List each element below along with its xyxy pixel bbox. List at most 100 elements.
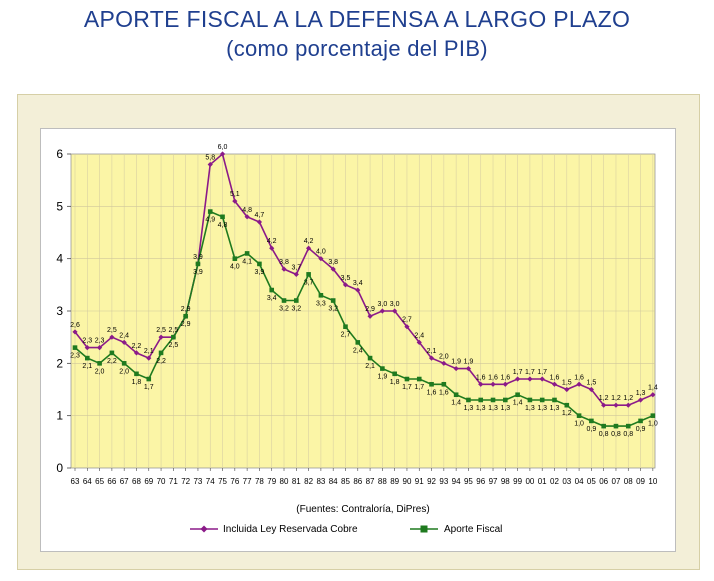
legend-marker-square-icon: [420, 525, 428, 533]
data-label: 1,6: [439, 389, 449, 396]
x-tick-label: 08: [624, 477, 633, 486]
data-point-square: [244, 251, 250, 256]
data-point-diamond: [207, 161, 213, 168]
x-tick-label: 05: [587, 477, 596, 486]
chart-subtitle: (como porcentaje del PIB): [226, 36, 488, 61]
data-point-square: [638, 418, 643, 424]
data-label: 3,2: [279, 306, 289, 313]
x-tick-label: 89: [390, 477, 399, 486]
data-label: 6,0: [218, 144, 228, 151]
data-label: 1,7: [402, 384, 412, 391]
data-label: 1,2: [562, 410, 572, 417]
x-tick-label: 69: [144, 477, 153, 486]
data-point-diamond: [109, 334, 115, 340]
data-point-diamond: [318, 256, 324, 262]
data-point-diamond: [515, 376, 521, 382]
x-tick-label: 04: [575, 477, 584, 486]
data-label: 3,9: [193, 269, 203, 276]
x-tick-label: 78: [255, 477, 264, 486]
data-point-square: [625, 423, 631, 429]
data-label: 3,7: [304, 279, 314, 286]
y-tick-label: 5: [56, 199, 63, 213]
x-tick-label: 72: [181, 477, 190, 486]
data-point-diamond: [133, 350, 140, 356]
data-point-square: [380, 366, 385, 371]
data-point-diamond: [392, 308, 398, 314]
data-point-diamond: [342, 282, 349, 288]
x-tick-label: 88: [378, 477, 387, 486]
x-tick-label: 63: [71, 477, 80, 486]
data-label: 1,6: [500, 374, 510, 381]
data-labels: 2,62,3 2,32,52,42,22,12,5 2,52,93,95,86,05…: [70, 144, 658, 438]
chart-title: APORTE FISCAL A LA DEFENSA A LARGO PLAZO: [83, 6, 631, 32]
data-point-diamond: [613, 402, 619, 408]
x-tick-label: 99: [513, 477, 522, 486]
x-tick-label: 90: [403, 477, 412, 486]
data-label: 5,8: [205, 154, 215, 161]
data-label: 4,2: [267, 238, 277, 245]
data-point-diamond: [379, 308, 385, 314]
data-label: 2,0: [95, 368, 105, 375]
data-label: 2,5: [168, 342, 178, 349]
legend-label-aporte-fiscal: Aporte Fiscal: [444, 524, 502, 535]
data-label: 2,0: [439, 353, 449, 360]
data-point-square: [84, 355, 90, 361]
x-tick-label: 92: [427, 477, 436, 486]
data-point-square: [97, 361, 102, 366]
x-tick-label: 96: [476, 477, 485, 486]
x-tick-label: 93: [439, 477, 448, 486]
x-tick-label: 76: [230, 477, 239, 486]
data-point-diamond: [441, 360, 447, 366]
data-label: 2,9: [365, 306, 375, 313]
data-point-square: [404, 376, 410, 382]
source-note: (Fuentes: Contraloría, DiPres): [296, 504, 429, 515]
x-tick-label: 06: [599, 477, 608, 486]
data-label: 0,9: [636, 426, 646, 433]
data-point-diamond: [96, 345, 103, 351]
data-label: 2,0: [119, 368, 129, 375]
data-label: 4,0: [230, 264, 240, 271]
legend-label-ley-reservada: Incluida Ley Reservada Cobre: [223, 524, 358, 535]
data-label: 1,8: [390, 379, 400, 386]
data-point-square: [207, 209, 213, 214]
x-tick-label: 77: [243, 477, 252, 486]
data-point-square: [576, 413, 582, 418]
data-point-diamond: [650, 392, 656, 398]
grid-lines: [71, 154, 655, 468]
data-label: 2,5: [107, 327, 117, 334]
y-tick-label: 4: [56, 252, 63, 266]
data-label: 3,0: [390, 301, 400, 308]
data-label: 1,9: [464, 359, 474, 366]
data-label: 1,0: [574, 421, 584, 428]
data-point-diamond: [502, 381, 508, 387]
data-label: 2,1: [365, 363, 375, 370]
data-label: 1,2: [623, 395, 633, 402]
data-point-square: [367, 355, 373, 361]
data-label: 1,4: [513, 400, 523, 407]
data-point-square: [146, 376, 152, 382]
x-tick-label: 75: [218, 477, 227, 486]
x-tick-label: 79: [267, 477, 276, 486]
data-label: 2,1: [427, 348, 437, 355]
data-point-diamond: [84, 345, 90, 351]
x-tick-label: 07: [612, 477, 621, 486]
data-label: 3,0: [378, 301, 388, 308]
x-tick-label: 01: [538, 477, 547, 486]
x-tick-label: 68: [132, 477, 141, 486]
data-point-square: [478, 397, 484, 403]
data-point-square: [527, 397, 533, 403]
data-label: 3,2: [328, 306, 338, 313]
data-point-square: [539, 397, 545, 403]
data-label: 4,9: [205, 217, 215, 224]
x-tick-label: 98: [501, 477, 510, 486]
data-label: 1,5: [587, 380, 597, 387]
data-point-square: [466, 397, 471, 403]
x-tick-label: 03: [562, 477, 571, 486]
data-label: 1,7: [525, 369, 535, 376]
data-label: 1,8: [132, 379, 142, 386]
data-point-square: [613, 423, 619, 429]
data-label: 1,6: [488, 374, 498, 381]
data-label: 4,8: [242, 207, 252, 214]
x-tick-label: 97: [489, 477, 498, 486]
data-label: 1,9: [451, 359, 461, 366]
